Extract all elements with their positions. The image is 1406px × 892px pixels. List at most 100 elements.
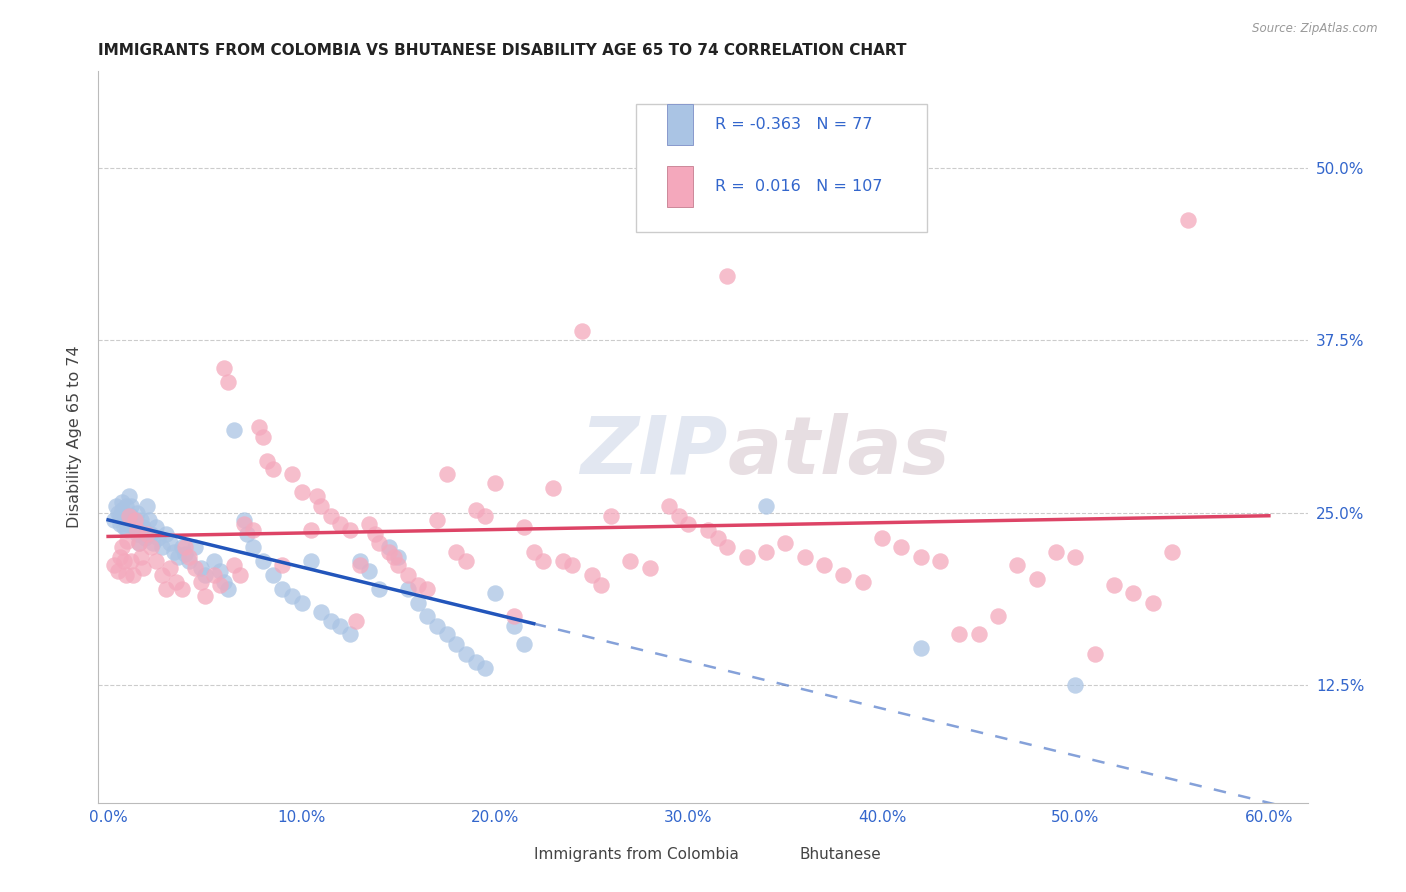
Point [139,526,162,541]
Point [212,574,235,589]
Point [591,578,613,592]
Point [174,541,197,555]
Point [163,544,186,558]
Point [638,561,661,575]
Point [1102,578,1125,592]
Point [194,568,217,582]
Point [454,647,477,661]
Point [755,499,778,513]
Point [155,582,177,596]
Text: Immigrants from Colombia: Immigrants from Colombia [534,847,738,862]
Point [190,561,212,575]
Point [1122,586,1144,600]
Point [852,574,875,589]
Point [1025,572,1047,586]
Point [111,541,134,555]
Point [513,637,536,651]
Point [619,554,641,568]
Point [155,526,177,541]
Point [870,531,893,545]
Point [561,558,583,573]
Point [735,550,758,565]
Point [299,554,322,568]
Point [426,619,449,633]
Point [1084,647,1107,661]
Point [503,609,526,624]
Point [127,526,149,541]
Point [145,520,167,534]
Point [929,554,952,568]
Point [179,554,201,568]
Point [127,523,149,537]
Point [290,596,312,610]
Point [523,544,546,558]
Point [107,506,129,520]
Point [128,536,150,550]
Point [368,582,391,596]
Y-axis label: Disability Age 65 to 74: Disability Age 65 to 74 [67,346,83,528]
Point [204,554,226,568]
Point [252,554,274,568]
Point [129,550,152,565]
Point [145,554,167,568]
Point [513,520,536,534]
Point [118,508,141,523]
Point [967,627,990,641]
Point [349,554,371,568]
Text: Bhutanese: Bhutanese [800,847,882,862]
Point [396,582,419,596]
Point [1142,596,1164,610]
Point [108,550,131,565]
Point [128,536,150,550]
Point [212,361,235,376]
Point [571,324,593,338]
Point [117,516,139,531]
Point [464,655,486,669]
Point [446,637,468,651]
Point [117,523,139,537]
Point [135,499,157,513]
Point [170,582,193,596]
Point [377,541,399,555]
Text: R =  0.016   N = 107: R = 0.016 N = 107 [716,179,883,194]
Point [122,568,145,582]
Point [232,516,254,531]
Point [1007,558,1029,573]
Point [120,508,142,523]
Point [174,548,197,562]
Point [813,558,835,573]
Point [349,558,371,573]
Point [165,574,187,589]
Point [124,513,146,527]
Point [271,582,294,596]
Point [217,375,239,389]
Point [132,520,155,534]
FancyBboxPatch shape [758,839,789,869]
Point [135,526,157,541]
Point [364,526,387,541]
Point [107,564,129,578]
Point [339,627,361,641]
Point [503,619,526,633]
Point [122,513,145,527]
Point [242,541,264,555]
Text: R = -0.363   N = 77: R = -0.363 N = 77 [716,117,873,132]
Point [204,568,226,582]
Point [377,544,399,558]
Point [436,627,458,641]
Point [309,605,332,619]
Point [384,550,406,565]
Point [111,495,134,509]
Point [716,268,738,283]
Point [344,614,367,628]
Point [716,541,738,555]
Point [668,508,690,523]
Point [236,526,259,541]
Point [103,558,125,573]
Point [256,453,278,467]
Point [359,516,381,531]
Point [1177,213,1199,227]
Point [396,568,419,582]
Point [138,513,160,527]
Point [600,508,623,523]
